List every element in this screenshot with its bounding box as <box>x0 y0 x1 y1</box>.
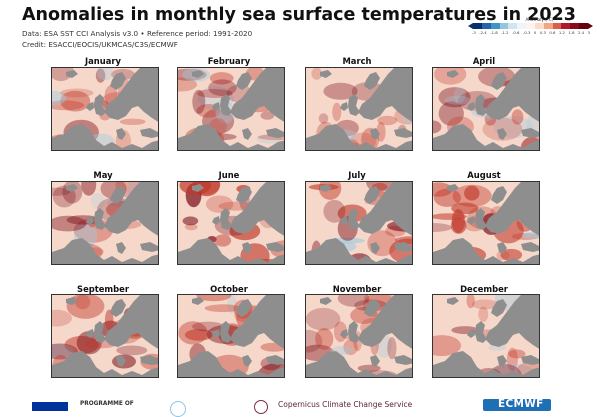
sst-map-september <box>51 294 159 378</box>
month-label-april: April <box>472 56 496 66</box>
month-label-june: June <box>218 170 240 180</box>
sst-map-july <box>305 181 413 265</box>
month-label-december: December <box>460 284 508 294</box>
colorbar-tick-label: 2.4 <box>578 30 585 35</box>
colorbar-legend: Anomaly (°C) -3 -2.4 -1.8 -1.2 -0.6 -0.3 0 0.3 0… <box>468 17 593 35</box>
sst-map-may <box>51 181 159 265</box>
colorbar-swatch <box>499 23 509 29</box>
colorbar-tick-label: -0.3 <box>522 30 531 35</box>
month-label-november: November <box>332 284 382 294</box>
colorbar-swatch <box>561 23 571 29</box>
sst-map-april <box>432 67 540 151</box>
sst-map-december <box>432 294 540 378</box>
colorbar-tick-label: -3 <box>472 30 476 35</box>
eu-flag-icon <box>32 402 68 411</box>
colorbar-tick-label: -2.4 <box>479 30 487 35</box>
sst-map-march <box>305 67 413 151</box>
programme-of-text: PROGRAMME OF <box>80 401 134 407</box>
colorbar-title: Anomaly (°C) <box>525 17 554 22</box>
colorbar-tick-label: -1.2 <box>501 30 509 35</box>
colorbar-tick-label: 1.8 <box>568 30 575 35</box>
data-source-line: Data: ESA SST CCI Analysis v3.0 • Refere… <box>22 29 253 38</box>
colorbar-min-arrow <box>468 23 473 29</box>
ccs-logo-icon <box>254 400 268 414</box>
colorbar-tick-label: 1.2 <box>558 30 565 35</box>
colorbar-tick-label: 3 <box>587 30 590 35</box>
chart-title: Anomalies in monthly sea surface tempera… <box>22 5 576 25</box>
colorbar-tick-label: 0.3 <box>539 30 546 35</box>
colorbar-ticks: -3 -2.4 -1.8 -1.2 -0.6 -0.3 0 0.3 0.6 1.2 1.8 2.4 3 <box>468 29 593 35</box>
sst-map-june <box>177 181 285 265</box>
ecmwf-logo-text: ECMWF <box>498 398 544 410</box>
month-label-october: October <box>210 284 248 294</box>
colorbar-swatch <box>526 23 535 29</box>
credit-line: Credit: ESACCI/EOCIS/UKMCAS/C3S/ECMWF <box>22 40 178 49</box>
colorbar-swatch <box>570 23 580 29</box>
colorbar-swatch <box>508 23 518 29</box>
sst-map-january <box>51 67 159 151</box>
colorbar-tick-label: 0.6 <box>549 30 556 35</box>
copernicus-logo-icon <box>170 401 186 417</box>
month-label-july: July <box>348 170 366 180</box>
colorbar-swatch <box>473 23 482 29</box>
colorbar-tick-label: -1.8 <box>490 30 498 35</box>
month-label-march: March <box>342 56 372 66</box>
footer-logos: PROGRAMME OF Copernicus Climate Change S… <box>0 396 615 417</box>
sst-map-november <box>305 294 413 378</box>
colorbar-tick-label: 0 <box>533 30 537 35</box>
sst-map-october <box>177 294 285 378</box>
ecmwf-logo <box>483 399 551 411</box>
ccs-logo-text: Copernicus Climate Change Service <box>278 400 413 409</box>
month-label-may: May <box>93 170 113 180</box>
month-label-january: January <box>85 56 121 66</box>
colorbar-swatch <box>534 23 544 29</box>
sst-map-august <box>432 181 540 265</box>
colorbar-swatch <box>481 23 491 29</box>
colorbar-swatch <box>490 23 500 29</box>
colorbar-swatch <box>552 23 562 29</box>
colorbar-tick-label: -0.6 <box>512 30 520 35</box>
month-label-february: February <box>207 56 251 66</box>
colorbar-swatch <box>579 23 588 29</box>
month-label-september: September <box>77 284 129 294</box>
colorbar-swatch <box>543 23 553 29</box>
colorbar-max-arrow <box>588 23 593 29</box>
colorbar-swatch <box>517 23 527 29</box>
sst-map-february <box>177 67 285 151</box>
month-label-august: August <box>467 170 501 180</box>
colorbar-swatches <box>468 23 593 29</box>
